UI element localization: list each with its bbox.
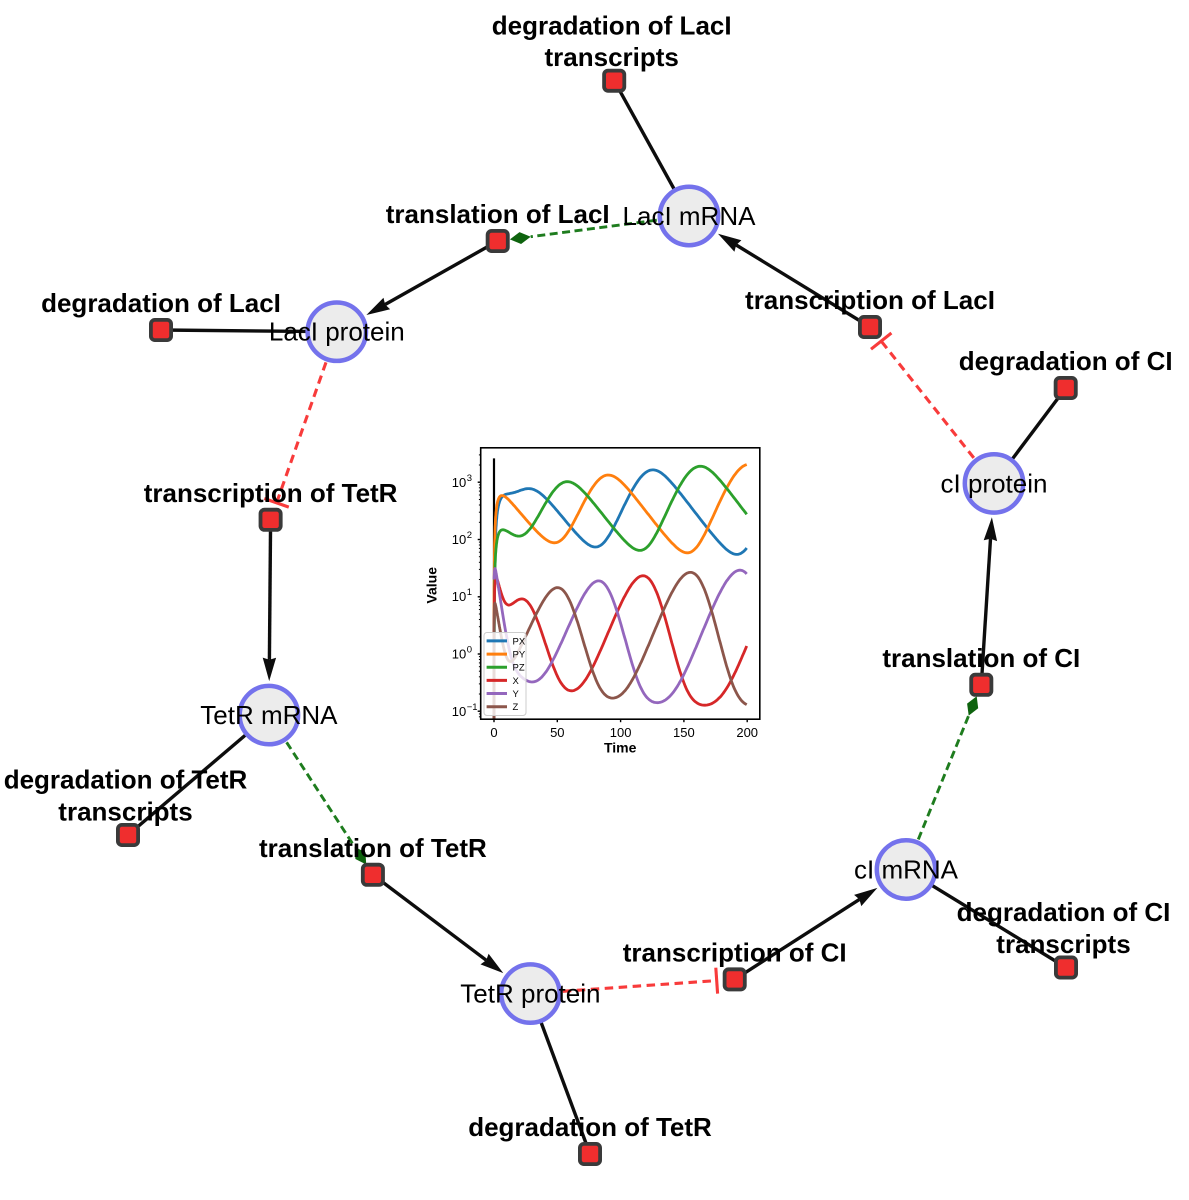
svg-text:Value: Value xyxy=(424,567,440,604)
svg-text:translation of TetR: translation of TetR xyxy=(259,833,487,863)
svg-text:degradation of TetR: degradation of TetR xyxy=(468,1112,712,1142)
svg-text:−1: −1 xyxy=(467,702,478,713)
svg-text:translation of LacI: translation of LacI xyxy=(386,199,610,229)
svg-text:translation of CI: translation of CI xyxy=(882,643,1080,673)
svg-text:10: 10 xyxy=(452,475,466,490)
svg-text:TetR protein: TetR protein xyxy=(460,979,600,1009)
svg-text:LacI protein: LacI protein xyxy=(269,317,405,347)
svg-text:transcripts: transcripts xyxy=(58,796,192,826)
svg-text:10: 10 xyxy=(452,647,466,662)
svg-text:0: 0 xyxy=(490,725,497,740)
svg-text:50: 50 xyxy=(550,725,564,740)
svg-text:X: X xyxy=(513,676,520,687)
svg-text:degradation of CI: degradation of CI xyxy=(957,897,1171,927)
svg-text:PX: PX xyxy=(513,636,526,647)
svg-text:degradation of CI: degradation of CI xyxy=(959,346,1173,376)
svg-text:100: 100 xyxy=(610,725,632,740)
svg-text:PY: PY xyxy=(513,650,526,661)
svg-text:150: 150 xyxy=(673,725,695,740)
svg-text:degradation of TetR: degradation of TetR xyxy=(4,765,248,795)
svg-text:10: 10 xyxy=(452,589,466,604)
svg-text:transcription of LacI: transcription of LacI xyxy=(745,285,995,315)
svg-text:cI protein: cI protein xyxy=(941,468,1048,498)
svg-text:1: 1 xyxy=(467,587,472,598)
svg-text:2: 2 xyxy=(467,530,472,541)
svg-text:Time: Time xyxy=(604,740,637,756)
svg-text:Y: Y xyxy=(513,689,520,700)
svg-text:transcription of TetR: transcription of TetR xyxy=(144,478,398,508)
svg-text:0: 0 xyxy=(467,645,472,656)
svg-text:transcripts: transcripts xyxy=(996,929,1130,959)
svg-text:PZ: PZ xyxy=(513,663,525,674)
svg-text:degradation of LacI: degradation of LacI xyxy=(41,288,281,318)
svg-text:TetR mRNA: TetR mRNA xyxy=(200,700,338,730)
svg-text:LacI mRNA: LacI mRNA xyxy=(623,201,757,231)
svg-text:3: 3 xyxy=(467,473,472,484)
svg-text:degradation of LacI: degradation of LacI xyxy=(492,10,732,40)
svg-text:cI mRNA: cI mRNA xyxy=(854,855,959,885)
svg-text:200: 200 xyxy=(736,725,758,740)
svg-text:transcripts: transcripts xyxy=(545,42,679,72)
svg-text:10: 10 xyxy=(452,704,466,719)
svg-text:transcription of CI: transcription of CI xyxy=(623,937,847,967)
svg-text:Z: Z xyxy=(513,702,519,713)
svg-text:10: 10 xyxy=(452,532,466,547)
